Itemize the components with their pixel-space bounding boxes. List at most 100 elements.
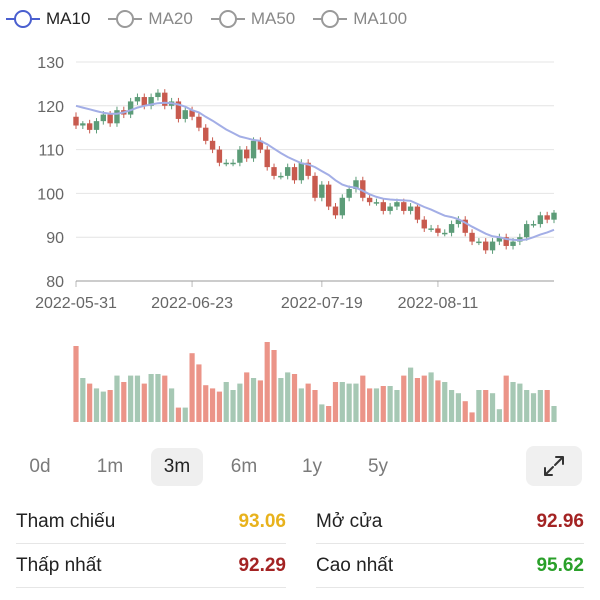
candle-body xyxy=(353,180,359,190)
ma20-toggle-icon xyxy=(108,9,143,29)
range-tab-0d[interactable]: 0d xyxy=(29,456,51,477)
volume-bar xyxy=(353,383,359,422)
volume-bar xyxy=(489,393,496,422)
volume-bar xyxy=(305,383,311,422)
volume-bar xyxy=(408,367,414,422)
volume-bar xyxy=(544,390,550,422)
volume-bar xyxy=(196,364,202,422)
range-tab-1m[interactable]: 1m xyxy=(96,456,124,477)
volume-bar xyxy=(264,342,270,422)
volume-bar xyxy=(285,372,291,422)
volume-bar xyxy=(360,375,366,422)
candle-body xyxy=(339,197,346,216)
volume-bar xyxy=(278,378,284,422)
y-tick-label: 90 xyxy=(46,230,64,247)
candle-body xyxy=(373,202,380,204)
y-tick-label: 100 xyxy=(37,186,64,203)
candle-body xyxy=(489,241,496,251)
volume-bar xyxy=(237,383,243,422)
volume-bar xyxy=(134,375,141,422)
candle-body xyxy=(196,116,202,128)
candle-body xyxy=(223,162,229,165)
candle-body xyxy=(257,140,264,150)
x-tick-label: 2022-07-19 xyxy=(281,295,363,312)
volume-bar xyxy=(483,390,489,422)
volume-bar xyxy=(162,375,168,422)
time-range-selector: 0d 1m 3m 6m 1y 5y xyxy=(0,442,600,490)
candle-body xyxy=(537,215,544,225)
candle-body xyxy=(237,149,243,163)
volume-bar xyxy=(182,407,188,422)
candle-body xyxy=(284,167,291,176)
price-volume-chart[interactable]: 80 90 100 110 120 130 2022-05-31 2022-06-23 2022… xyxy=(0,40,600,430)
candle-body xyxy=(312,175,318,198)
volume-bar xyxy=(455,393,461,422)
candle-body xyxy=(107,114,113,124)
legend-label: MA10 xyxy=(46,9,91,28)
candle-body xyxy=(510,241,516,246)
candle-body xyxy=(175,101,182,119)
candle-body xyxy=(86,123,93,130)
candle-body xyxy=(148,97,154,106)
candle-body xyxy=(93,121,100,130)
candle-body xyxy=(455,219,462,225)
y-tick-label: 130 xyxy=(37,55,64,72)
ma50-toggle-icon xyxy=(210,9,245,29)
legend-item-ma100[interactable]: MA100 xyxy=(313,9,407,29)
candle-body xyxy=(182,110,188,119)
stat-open: Mở cửa 92.96 xyxy=(316,500,584,544)
candle-body xyxy=(203,127,209,141)
volume-bar xyxy=(121,382,127,422)
candle-body xyxy=(551,212,557,220)
range-tab-6m[interactable]: 6m xyxy=(230,456,258,477)
expand-chart-button[interactable] xyxy=(526,446,582,486)
legend-item-ma10[interactable]: MA10 xyxy=(6,9,90,29)
volume-bar xyxy=(448,390,455,422)
candle-body xyxy=(414,206,421,220)
range-tab-5y[interactable]: 5y xyxy=(367,456,389,477)
volume-bar xyxy=(462,401,468,422)
volume-bar xyxy=(175,407,182,422)
candle-body xyxy=(394,202,400,207)
candle-body xyxy=(155,92,161,98)
volume-bar xyxy=(100,391,106,422)
ma-legend: MA10 MA20 MA50 MA100 xyxy=(6,6,425,32)
volume-bar xyxy=(128,375,134,422)
expand-icon xyxy=(544,456,564,476)
volume-bar xyxy=(414,378,421,422)
volume-bar xyxy=(271,350,277,422)
volume-bar xyxy=(291,374,298,422)
legend-item-ma20[interactable]: MA20 xyxy=(108,9,193,29)
range-tab-3m[interactable]: 3m xyxy=(151,448,203,486)
y-tick-label: 120 xyxy=(37,99,64,116)
volume-bar xyxy=(80,378,86,422)
volume-bar xyxy=(339,382,345,422)
volume-bar xyxy=(250,378,257,422)
volume-bar xyxy=(517,383,523,422)
volume-bar xyxy=(189,353,195,422)
volume-bar xyxy=(510,382,516,422)
legend-item-ma50[interactable]: MA50 xyxy=(210,9,295,29)
stat-value: 93.06 xyxy=(238,510,286,532)
candle-body xyxy=(401,202,407,211)
candle-body xyxy=(476,241,482,244)
candle-body xyxy=(250,140,257,159)
ma100-toggle-icon xyxy=(313,9,348,29)
volume-bar xyxy=(421,375,427,422)
range-tab-1y[interactable]: 1y xyxy=(301,456,323,477)
x-tick-label: 2022-06-23 xyxy=(151,295,233,312)
candle-body xyxy=(209,140,216,150)
volume-bar xyxy=(530,393,537,422)
volume-bar xyxy=(373,388,380,422)
volume-bar xyxy=(551,406,557,422)
candle-body xyxy=(244,149,250,159)
candle-body xyxy=(114,110,120,124)
stat-reference: Tham chiếu 93.06 xyxy=(16,500,286,544)
volume-bar xyxy=(141,383,147,422)
candle-body xyxy=(442,232,448,235)
volume-bar xyxy=(93,388,100,422)
volume-bar xyxy=(332,382,339,422)
stat-low: Thấp nhất 92.29 xyxy=(16,544,286,588)
volume-bar xyxy=(428,372,434,422)
candle-body xyxy=(462,219,468,233)
